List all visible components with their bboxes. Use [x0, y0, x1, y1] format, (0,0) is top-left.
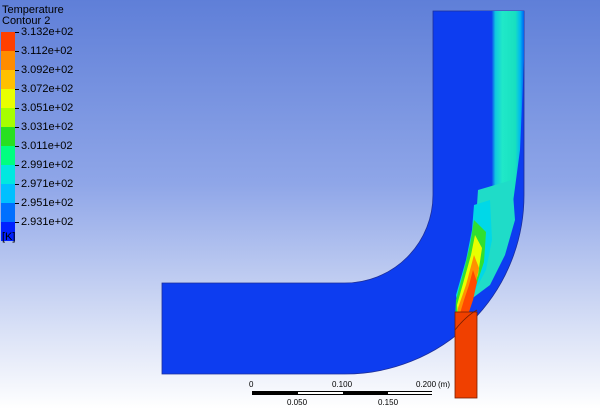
scale-label-0050: 0.050 — [287, 398, 308, 407]
legend-tick — [15, 51, 19, 52]
legend-swatch — [1, 89, 15, 108]
legend-value: 3.132e+02 — [21, 26, 74, 38]
legend-tick — [15, 89, 19, 90]
legend-tick — [15, 184, 19, 185]
pipe-domain — [161, 10, 525, 375]
legend-colorbar — [1, 32, 15, 241]
legend-swatch — [1, 146, 15, 165]
scale-segment — [298, 392, 343, 394]
legend-units: [K] — [2, 231, 16, 243]
legend-subtitle: Contour 2 — [2, 15, 51, 27]
legend-value: 3.051e+02 — [21, 102, 74, 114]
legend-swatch — [1, 203, 15, 222]
legend-tick — [15, 222, 19, 223]
legend-swatch — [1, 108, 15, 127]
legend-value: 3.112e+02 — [21, 45, 73, 57]
hot-inlet-jet — [454, 311, 478, 399]
legend-value: 3.092e+02 — [21, 64, 74, 76]
scale-unit: (m) — [438, 380, 450, 389]
legend-value: 2.931e+02 — [21, 216, 74, 228]
legend-swatch — [1, 127, 15, 146]
legend-tick — [15, 32, 19, 33]
legend-swatch — [1, 165, 15, 184]
scale-segment — [343, 392, 388, 394]
legend-tick — [15, 108, 19, 109]
scale-segment — [253, 392, 298, 394]
legend-swatch — [1, 32, 15, 51]
scale-label-0100: 0.100 — [332, 380, 353, 389]
legend-value: 2.951e+02 — [21, 197, 74, 209]
scale-label-0150: 0.150 — [378, 398, 399, 407]
legend-tick — [15, 146, 19, 147]
legend-value: 3.031e+02 — [21, 121, 74, 133]
scale-segment — [388, 392, 433, 394]
legend-tick — [15, 127, 19, 128]
legend-tick — [15, 203, 19, 204]
legend-title: Temperature — [2, 4, 64, 16]
legend-swatch — [1, 222, 15, 241]
legend-value: 3.072e+02 — [21, 83, 74, 95]
legend-swatch — [1, 70, 15, 89]
hot-core — [458, 270, 477, 325]
legend-value: 3.011e+02 — [21, 140, 73, 152]
legend-swatch — [1, 51, 15, 70]
legend-value: 2.991e+02 — [21, 159, 74, 171]
legend-swatch — [1, 184, 15, 203]
legend-value: 2.971e+02 — [21, 178, 74, 190]
scale-bar — [252, 391, 433, 395]
legend-tick — [15, 165, 19, 166]
scale-label-0: 0 — [249, 380, 254, 389]
legend-tick — [15, 70, 19, 71]
scale-label-0200: 0.200 — [416, 380, 437, 389]
